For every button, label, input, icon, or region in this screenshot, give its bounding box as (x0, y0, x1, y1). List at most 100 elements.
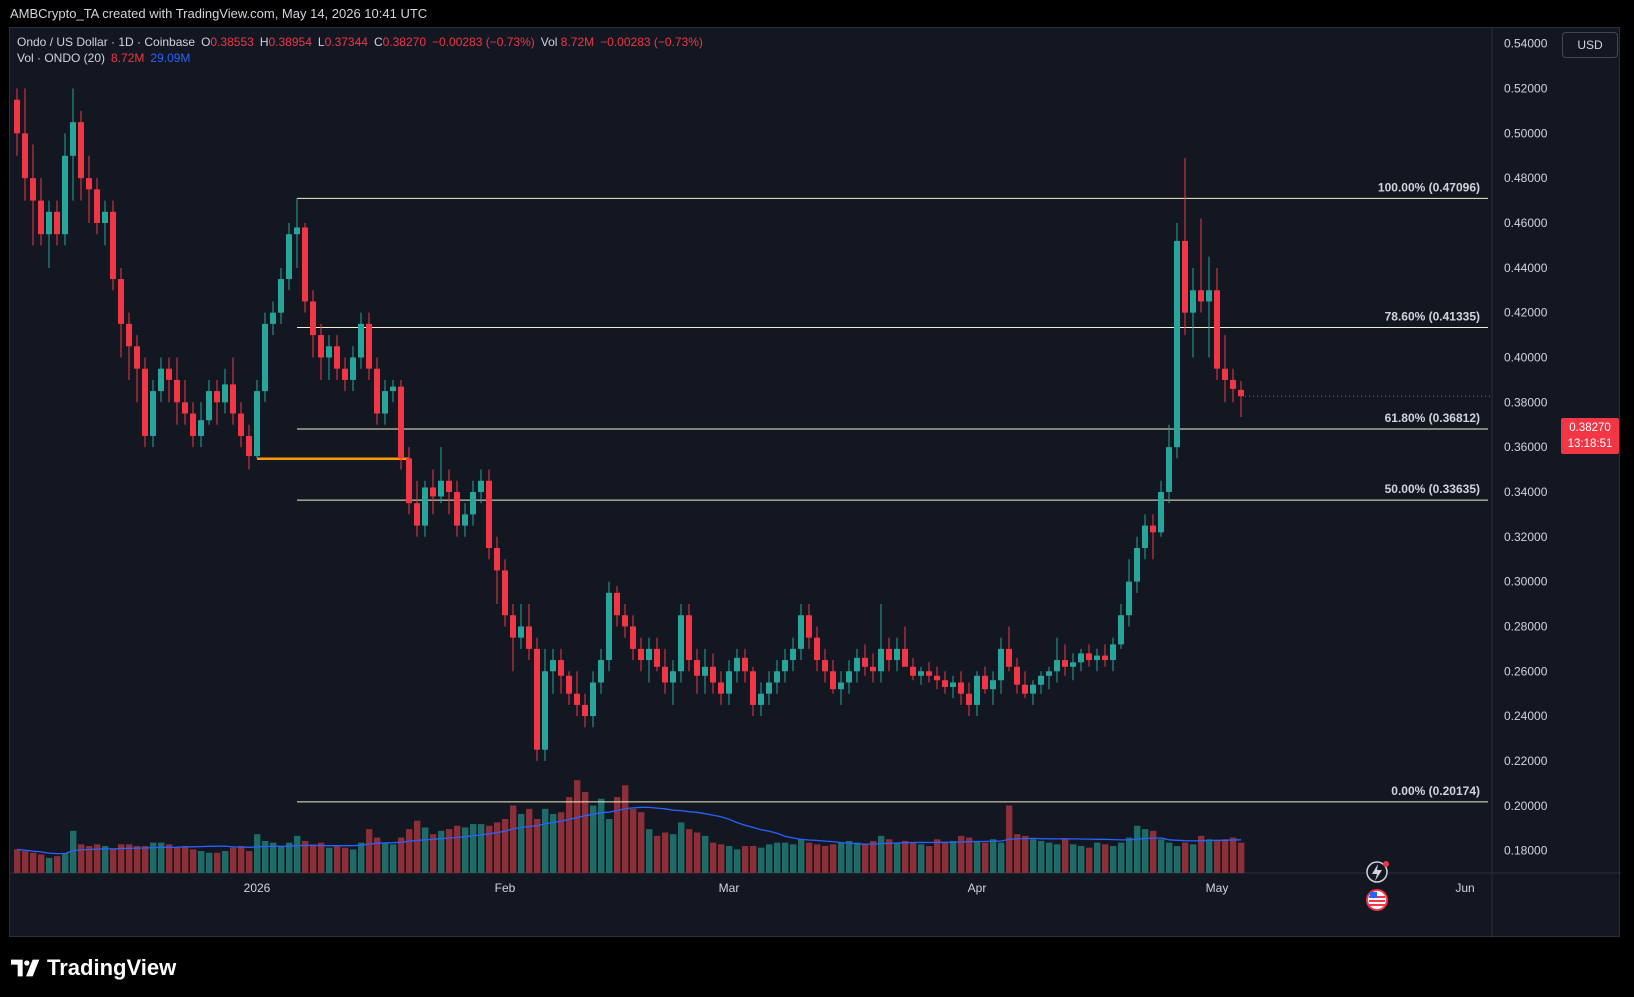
candle-body (870, 666, 876, 672)
candle (1158, 480, 1164, 537)
volume-bar (198, 851, 205, 873)
event-flash-icon[interactable] (1366, 861, 1389, 883)
chart-frame[interactable]: 100.00% (0.47096) 78.60% (0.41335) 61.80% … (9, 27, 1621, 938)
candle-body (886, 648, 892, 661)
volume-bar (678, 822, 685, 873)
candle-body (230, 384, 236, 414)
candle (150, 379, 156, 448)
candle (734, 648, 740, 683)
volume-bar (670, 834, 677, 873)
volume-bar (1222, 839, 1229, 873)
candle-body (126, 323, 132, 347)
candle (446, 469, 452, 515)
candle-body (1062, 660, 1068, 667)
volume-bar (646, 829, 653, 873)
volume-bar (766, 844, 773, 873)
volume-indicator-value: 8.72M (111, 51, 145, 65)
price-tick-label: 0.26000 (1504, 664, 1548, 678)
candle-body (830, 671, 836, 690)
candle-body (622, 615, 628, 627)
volume-bar (1166, 842, 1173, 873)
volume-bar (470, 824, 477, 873)
candle (630, 615, 636, 661)
candle (1190, 267, 1196, 358)
volume-bar (998, 842, 1005, 873)
volume-bar (78, 844, 85, 873)
candle (1230, 368, 1236, 403)
event-icons[interactable] (1362, 858, 1392, 918)
candle (1102, 644, 1108, 667)
candle (1054, 637, 1060, 683)
candle-body (398, 386, 404, 459)
volume-bar (454, 825, 461, 873)
candle (478, 469, 484, 504)
volume-bar (182, 846, 189, 873)
candle (310, 290, 316, 358)
us-flag-icon[interactable] (1366, 889, 1388, 911)
candle (998, 637, 1004, 694)
candle-body (198, 420, 204, 436)
volume-bar (1022, 835, 1029, 873)
volume-bar (510, 805, 517, 873)
candle (390, 379, 396, 403)
time-tick-label: Jun (1455, 881, 1474, 895)
candle (94, 178, 100, 235)
chart-canvas[interactable]: 100.00% (0.47096) 78.60% (0.41335) 61.80% … (10, 28, 1621, 938)
candle (838, 671, 844, 705)
currency-button[interactable]: USD (1562, 32, 1618, 58)
volume-bar (574, 780, 581, 873)
volume-bar (462, 827, 469, 873)
candle (782, 648, 788, 683)
brand[interactable]: TradingView (11, 955, 176, 981)
candle-body (310, 301, 316, 336)
price-axis: 0.54000 0.52000 0.50000 0.48000 0.46000 0.440… (1504, 37, 1548, 858)
volume-bar (174, 847, 181, 873)
candle-body (390, 386, 396, 392)
volume-bar (606, 819, 613, 873)
volume-bar (126, 844, 133, 873)
volume-bar (654, 835, 661, 873)
volume-bar (1078, 846, 1085, 873)
candle-body (574, 693, 580, 705)
candle-body (1078, 653, 1084, 663)
candle-body (414, 503, 420, 526)
candle (862, 644, 868, 676)
candle (606, 581, 612, 672)
candle (638, 637, 644, 672)
candle (526, 604, 532, 661)
candle-body (782, 660, 788, 672)
candle-body (286, 234, 292, 280)
candle (1118, 604, 1124, 649)
volume-bar (854, 842, 861, 873)
candle (822, 648, 828, 683)
volume-bar (286, 842, 293, 873)
price-tick-label: 0.30000 (1504, 575, 1548, 589)
vol-value: 8.72M (560, 35, 595, 49)
candle (790, 637, 796, 672)
candle-body (510, 615, 516, 638)
candle-body (206, 391, 212, 421)
volume-bar (326, 847, 333, 873)
candle (846, 660, 852, 694)
volume-bar (22, 851, 29, 873)
volume-indicator-name[interactable]: Vol · ONDO (20) (17, 51, 106, 65)
volume-bar (1062, 839, 1069, 873)
candle (502, 559, 508, 627)
fib-level-label: 100.00% (0.47096) (1378, 180, 1480, 194)
candle-body (526, 626, 532, 649)
candle-body (62, 155, 68, 235)
volume-bar (390, 844, 397, 873)
candle (1182, 158, 1188, 336)
candle (398, 379, 404, 470)
candle-body (1110, 644, 1116, 661)
candle-body (1142, 525, 1148, 548)
volume-bar (382, 842, 389, 873)
candle (598, 648, 604, 694)
volume-bar (1150, 830, 1157, 873)
candle-body (318, 335, 324, 358)
candle (462, 503, 468, 537)
candle (366, 312, 372, 380)
symbol-name[interactable]: Ondo / US Dollar · 1D · Coinbase (17, 35, 196, 49)
volume-bar (1142, 829, 1149, 873)
close-value: 0.38270 (382, 35, 427, 49)
